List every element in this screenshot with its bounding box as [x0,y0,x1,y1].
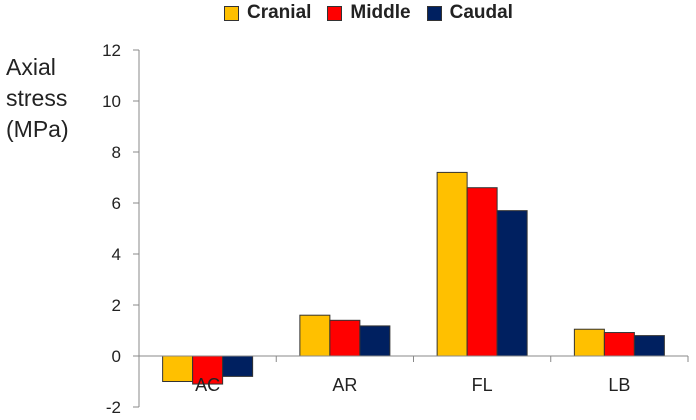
y-axis-label: Axial stress (MPa) [6,52,69,145]
legend-item-middle: Middle [327,2,411,24]
x-tick-label: LB [608,375,630,395]
bar-caudal-ac [222,355,254,377]
y-tick-label: 12 [102,41,121,60]
legend-label-caudal: Caudal [449,2,513,23]
y-tick-label: 10 [102,92,121,111]
legend: Cranial Middle Caudal [224,2,529,24]
y-axis-label-line-1: Axial [6,54,56,80]
bar-middle-fl [466,187,498,357]
y-tick-label: 8 [112,143,121,162]
y-tick-label: -2 [106,398,121,417]
bar-cranial-ar [299,314,331,357]
legend-swatch-caudal [426,5,442,21]
y-tick-label: 4 [112,245,121,264]
legend-label-cranial: Cranial [247,2,312,23]
bar-cranial-lb [573,328,605,357]
bar-caudal-lb [633,335,665,357]
legend-swatch-middle [327,5,343,21]
bar-middle-ac [192,355,224,385]
legend-item-cranial: Cranial [224,2,311,24]
bar-middle-lb [603,332,635,357]
y-tick-label: 2 [112,296,121,315]
x-tick-label: AC [195,375,220,395]
y-tick-label: 6 [112,194,121,213]
y-axis-label-line-2: stress [6,85,68,111]
legend-label-middle: Middle [350,2,411,23]
bar-cranial-fl [436,171,468,357]
legend-item-caudal: Caudal [426,2,513,24]
bar-middle-ar [329,319,361,357]
bar-cranial-ac [162,355,194,382]
y-tick-label: 0 [112,347,121,366]
bar-caudal-ar [359,325,391,357]
legend-swatch-cranial [224,5,239,21]
bar-caudal-fl [496,210,528,357]
x-tick-label: FL [472,375,493,395]
x-tick-label: AR [332,375,357,395]
y-axis-label-line-3: (MPa) [6,116,69,142]
